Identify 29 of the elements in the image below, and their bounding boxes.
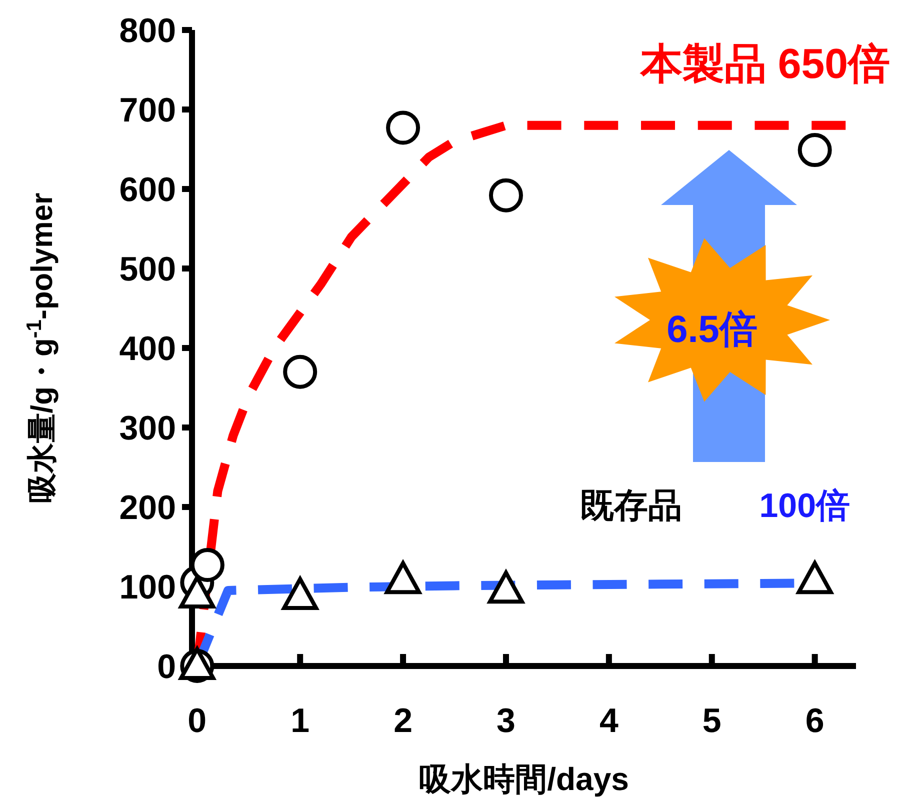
y-tick-label: 400 bbox=[119, 330, 176, 368]
x-tick-label: 6 bbox=[805, 702, 824, 740]
y-tick-label: 0 bbox=[157, 648, 176, 686]
y-tick-label: 500 bbox=[119, 250, 176, 288]
y-tick-label: 100 bbox=[119, 568, 176, 606]
y-tick-label: 200 bbox=[119, 489, 176, 527]
y-tick-label: 600 bbox=[119, 171, 176, 209]
point bbox=[796, 561, 833, 594]
point bbox=[798, 133, 832, 168]
x-tick-label: 5 bbox=[702, 702, 722, 740]
x-tick-label: 2 bbox=[394, 702, 412, 740]
y-tick-label: 700 bbox=[119, 92, 176, 130]
annotation: 6.5倍 bbox=[666, 309, 758, 351]
y-tick-label: 300 bbox=[119, 410, 176, 448]
x-tick-label: 1 bbox=[290, 702, 310, 740]
point bbox=[488, 178, 523, 212]
x-tick-label: 0 bbox=[188, 702, 207, 740]
point bbox=[283, 354, 318, 389]
point bbox=[386, 110, 420, 145]
y-tick-label: 800 bbox=[119, 12, 176, 50]
annotation: 100倍 bbox=[759, 487, 850, 525]
x-axis-title: 吸水時間/days bbox=[419, 761, 629, 797]
annotation: 本製品 650倍 bbox=[639, 40, 890, 87]
point bbox=[179, 575, 216, 608]
point bbox=[385, 561, 422, 594]
x-tick-label: 3 bbox=[496, 702, 516, 740]
x-tick-label: 4 bbox=[599, 702, 618, 740]
point bbox=[488, 570, 524, 604]
annotation: 既存品 bbox=[580, 487, 682, 525]
